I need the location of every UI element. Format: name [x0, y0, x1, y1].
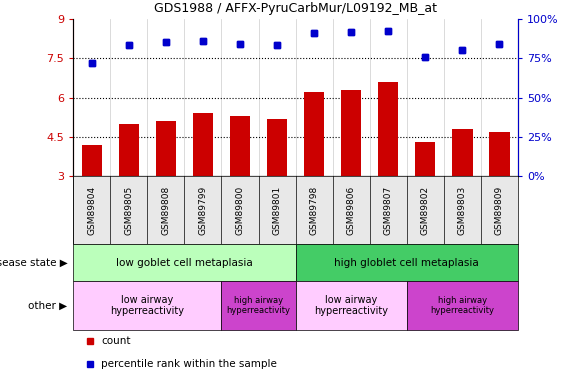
Text: low airway
hyperreactivity: low airway hyperreactivity: [314, 295, 388, 316]
Bar: [406, 281, 518, 330]
Bar: [452, 129, 472, 176]
Text: high airway
hyperreactivity: high airway hyperreactivity: [226, 296, 291, 315]
Bar: [82, 145, 102, 176]
Text: GSM89800: GSM89800: [235, 185, 244, 235]
Text: high airway
hyperreactivity: high airway hyperreactivity: [430, 296, 494, 315]
Text: GSM89802: GSM89802: [421, 186, 430, 235]
Text: count: count: [101, 336, 131, 346]
Text: GSM89804: GSM89804: [87, 186, 96, 235]
Text: low airway
hyperreactivity: low airway hyperreactivity: [110, 295, 184, 316]
Text: GSM89799: GSM89799: [198, 185, 207, 235]
Bar: [193, 113, 213, 176]
Bar: [73, 244, 296, 281]
Text: GSM89803: GSM89803: [458, 185, 467, 235]
Bar: [378, 82, 399, 176]
Bar: [304, 92, 324, 176]
Bar: [73, 281, 221, 330]
Bar: [155, 121, 176, 176]
Text: GSM89808: GSM89808: [162, 185, 171, 235]
Text: GSM89809: GSM89809: [495, 185, 504, 235]
Text: GSM89806: GSM89806: [347, 185, 356, 235]
Bar: [415, 142, 436, 176]
Bar: [119, 124, 139, 176]
Bar: [221, 281, 296, 330]
Text: other ▶: other ▶: [29, 301, 68, 310]
Bar: [489, 132, 510, 176]
Text: GSM89798: GSM89798: [310, 185, 319, 235]
Text: low goblet cell metaplasia: low goblet cell metaplasia: [116, 258, 253, 267]
Text: percentile rank within the sample: percentile rank within the sample: [101, 359, 277, 369]
Text: high globlet cell metaplasia: high globlet cell metaplasia: [334, 258, 479, 267]
Text: GSM89807: GSM89807: [384, 185, 393, 235]
Text: GSM89805: GSM89805: [124, 185, 133, 235]
Bar: [267, 118, 287, 176]
Title: GDS1988 / AFFX-PyruCarbMur/L09192_MB_at: GDS1988 / AFFX-PyruCarbMur/L09192_MB_at: [154, 2, 437, 15]
Bar: [296, 281, 406, 330]
Bar: [296, 244, 518, 281]
Bar: [341, 90, 361, 176]
Text: disease state ▶: disease state ▶: [0, 258, 68, 267]
Text: GSM89801: GSM89801: [272, 185, 282, 235]
Bar: [230, 116, 250, 176]
